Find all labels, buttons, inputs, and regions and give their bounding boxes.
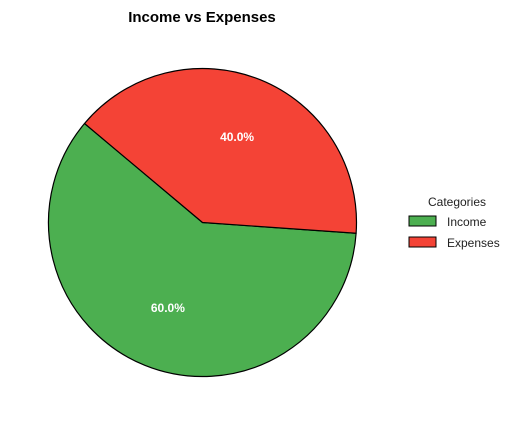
legend-label-expenses: Expenses bbox=[447, 236, 500, 250]
legend-swatch-expenses bbox=[408, 236, 437, 248]
legend-label-income: Income bbox=[447, 215, 487, 229]
pie-slice-income bbox=[47, 122, 357, 378]
chart-title: Income vs Expenses bbox=[128, 9, 276, 26]
legend: Categories Income Expenses bbox=[408, 195, 500, 250]
percent-labels: 60.0% 40.0% bbox=[151, 130, 255, 315]
pie-slices bbox=[47, 67, 358, 378]
legend-title: Categories bbox=[428, 195, 486, 209]
percent-label-income: 60.0% bbox=[151, 301, 185, 315]
pie-slice-expenses bbox=[83, 67, 358, 234]
legend-swatch-income bbox=[408, 215, 437, 227]
percent-label-expenses: 40.0% bbox=[220, 130, 254, 144]
legend-items: Income Expenses bbox=[408, 215, 500, 250]
